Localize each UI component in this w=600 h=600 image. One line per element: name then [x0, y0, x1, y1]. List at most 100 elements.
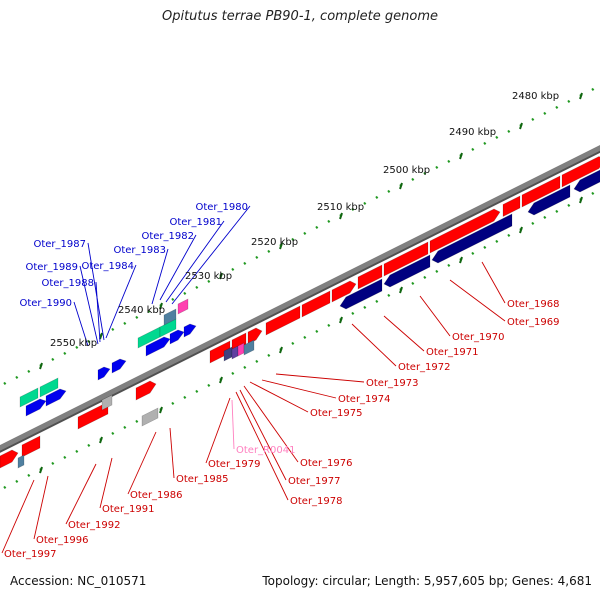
scale-label: 2480 kbp	[512, 91, 559, 102]
scale-tick	[15, 479, 19, 483]
forward-gene	[21, 435, 41, 458]
major-scale-tick	[159, 302, 163, 310]
scale-tick	[447, 159, 451, 163]
scale-tick	[423, 275, 427, 279]
leader-line	[95, 281, 101, 343]
gene-label: Oter_1991	[102, 504, 155, 515]
forward-gene	[429, 208, 501, 254]
scale-tick	[111, 431, 115, 435]
scale-tick	[171, 297, 175, 301]
major-scale-tick	[159, 406, 163, 414]
gene-label: Oter_1986	[130, 490, 183, 501]
scale-tick	[507, 233, 511, 237]
scale-tick	[123, 321, 127, 325]
scale-tick	[63, 455, 67, 459]
small-feature	[243, 339, 255, 356]
gene-label: Oter_1969	[507, 317, 560, 328]
scale-tick	[75, 449, 79, 453]
forward-gene	[561, 156, 600, 188]
scale-tick	[135, 419, 139, 423]
gene-label: Oter_1997	[4, 549, 57, 560]
scale-tick	[111, 327, 115, 331]
scale-tick	[315, 225, 319, 229]
scale-tick	[555, 105, 559, 109]
scale-tick	[183, 291, 187, 295]
scale-tick	[195, 389, 199, 393]
leader-line	[261, 379, 337, 399]
gene-label: Oter_1973	[366, 378, 419, 389]
forward-gene	[383, 241, 429, 277]
scale-tick	[3, 485, 7, 489]
gene-label: Oter_1983	[113, 245, 166, 256]
blue-gene	[45, 388, 67, 407]
scale-tick	[87, 443, 91, 447]
scale-tick	[147, 309, 151, 313]
gene-label: Oter_1975	[310, 408, 363, 419]
scale-tick	[423, 171, 427, 175]
scale-tick	[495, 135, 499, 139]
scale-tick	[375, 195, 379, 199]
forward-gene	[502, 195, 521, 217]
scale-tick	[555, 209, 559, 213]
scale-tick	[135, 315, 139, 319]
blue-gene	[97, 366, 111, 381]
leader-line	[205, 397, 231, 464]
gene-label: Oter_1976	[300, 458, 353, 469]
gene-label: Oter_R0041	[236, 445, 295, 456]
major-scale-tick	[39, 466, 43, 474]
major-scale-tick	[39, 362, 43, 370]
scale-tick	[483, 141, 487, 145]
leader-line	[231, 399, 235, 450]
major-scale-tick	[339, 212, 343, 220]
leader-line	[33, 475, 49, 540]
leader-line	[79, 265, 99, 345]
scale-tick	[363, 201, 367, 205]
scale-tick	[495, 239, 499, 243]
forward-gene	[135, 380, 157, 401]
major-scale-tick	[579, 196, 583, 204]
major-scale-tick	[219, 272, 223, 280]
genome-backbone	[0, 145, 600, 453]
gene-label: Oter_1980	[195, 202, 248, 213]
scale-tick	[435, 165, 439, 169]
blue-gene	[169, 329, 185, 345]
scale-label: 2510 kbp	[317, 202, 364, 213]
backbone-line	[0, 145, 600, 451]
leader-line	[73, 301, 89, 347]
forward-gene	[331, 280, 357, 303]
genome-summary-text: Topology: circular; Length: 5,957,605 bp…	[262, 574, 592, 588]
gene-label: Oter_1974	[338, 394, 391, 405]
reverse-gene	[431, 213, 513, 264]
gene-label: Oter_1972	[398, 362, 451, 373]
leader-line	[169, 427, 175, 479]
forward-gene	[0, 449, 19, 469]
scale-tick	[231, 267, 235, 271]
leader-line	[127, 431, 157, 495]
forward-gene	[357, 264, 383, 290]
scale-tick	[435, 269, 439, 273]
scale-tick	[15, 375, 19, 379]
reverse-gene	[573, 169, 600, 193]
gene-label: Oter_1971	[426, 347, 479, 358]
gene-label: Oter_1979	[208, 459, 261, 470]
scale-tick	[591, 87, 595, 91]
scale-tick	[447, 263, 451, 267]
scale-tick	[255, 359, 259, 363]
scale-tick	[363, 305, 367, 309]
major-scale-tick	[279, 346, 283, 354]
gene-label: Oter_1982	[141, 231, 194, 242]
scale-tick	[303, 335, 307, 339]
scale-tick	[51, 461, 55, 465]
rna-feature	[39, 377, 59, 398]
scale-tick	[255, 255, 259, 259]
leader-line	[243, 385, 299, 463]
major-scale-tick	[459, 256, 463, 264]
scale-tick	[483, 245, 487, 249]
scale-tick	[315, 329, 319, 333]
leader-line	[165, 220, 225, 303]
leader-line	[351, 323, 397, 367]
scale-tick	[27, 369, 31, 373]
gene-label: Oter_1990	[19, 298, 72, 309]
